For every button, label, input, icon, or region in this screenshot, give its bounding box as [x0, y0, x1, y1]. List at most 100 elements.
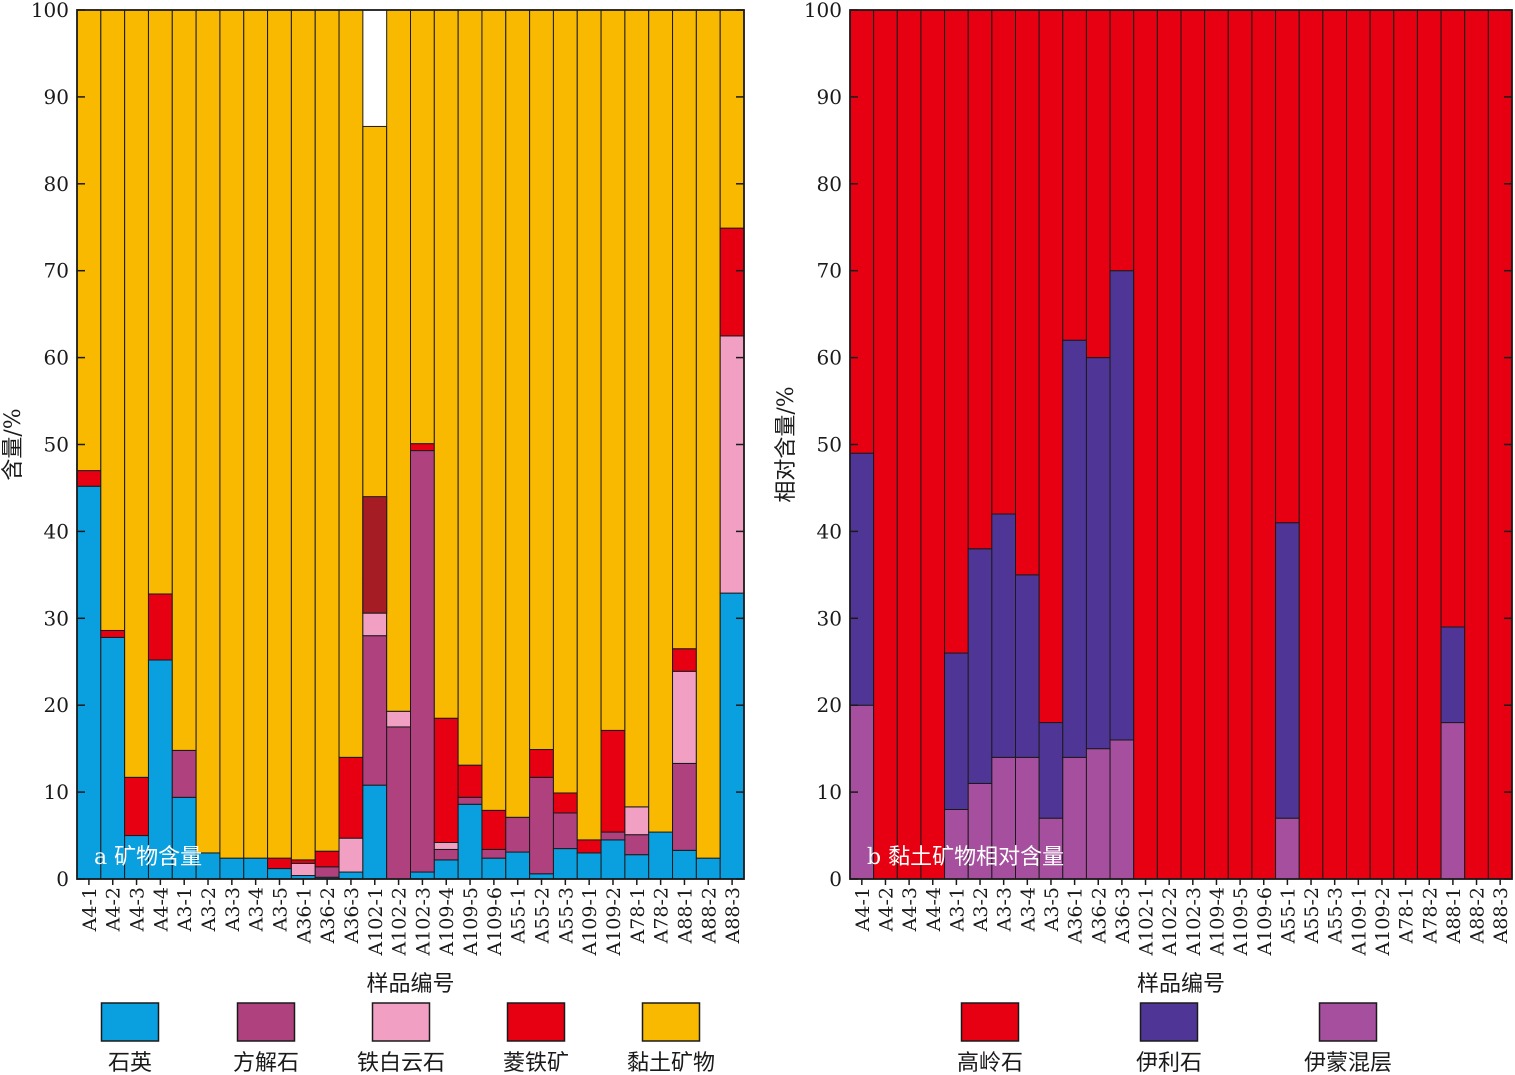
x-axis-ticks: A4-1 A4-2 A4-3 A4-4 A3-1 A3-2 A3-3 A3-4 A3-5 A36-… — [852, 879, 1512, 957]
y-axis-ticks: 0 10 20 30 40 50 60 70 80 90 100 — [31, 0, 744, 891]
x-tick-label: A4-1 — [79, 887, 101, 932]
bar-segment — [849, 452, 875, 706]
bar-segment — [505, 816, 531, 853]
bar-segment — [719, 9, 745, 229]
x-tick-label: A3-3 — [222, 887, 244, 932]
x-axis-ticks: A4-1 A4-2 A4-3 A4-4 A3-1 A3-2 A3-3 A3-4 A3-5 A36-… — [79, 879, 744, 957]
x-tick-label: A3-1 — [174, 887, 196, 932]
y-tick-label: 70 — [817, 259, 842, 283]
bar-segment — [695, 857, 721, 880]
bar-segment — [600, 729, 626, 833]
bar-segment — [648, 9, 674, 833]
y-tick-label: 40 — [817, 519, 842, 543]
legend-label: 高岭石 — [957, 1051, 1023, 1075]
y-tick-label: 90 — [44, 85, 69, 109]
legend-swatch — [960, 1002, 1020, 1042]
y-tick-label: 100 — [804, 0, 842, 22]
x-tick-label: A102-1 — [365, 887, 387, 957]
bar-segment — [529, 776, 554, 875]
x-tick-label: A3-4 — [246, 887, 268, 932]
y-tick-label: 80 — [44, 172, 69, 196]
bar-segment — [1251, 9, 1277, 880]
bar-segment — [600, 839, 626, 880]
bar-segment — [76, 9, 102, 472]
bar-segment — [314, 850, 340, 868]
x-tick-label: A109-2 — [603, 887, 625, 957]
x-tick-label: A55-1 — [508, 887, 530, 944]
bar-segment — [100, 9, 126, 631]
bar-segment — [991, 9, 1016, 515]
bar-segment — [873, 9, 898, 880]
bar-segment — [338, 9, 364, 758]
legend-swatch — [1318, 1002, 1378, 1042]
bar-segment — [1062, 339, 1087, 758]
bar-segment — [896, 9, 922, 880]
legend-label: 伊蒙混层 — [1304, 1051, 1392, 1075]
bar-segment — [481, 857, 507, 880]
bar-segment — [267, 868, 292, 880]
bar-segment — [1085, 9, 1111, 359]
bar-segment — [648, 831, 674, 880]
bar-segment — [1085, 357, 1111, 750]
x-tick-label: A102-2 — [1159, 887, 1181, 957]
bar-segment — [505, 9, 531, 818]
bar-segment — [672, 648, 697, 672]
x-tick-label: A78-1 — [1396, 887, 1418, 944]
bar-segment — [219, 857, 245, 880]
legend-swatch — [506, 1002, 566, 1042]
bar-segment — [672, 849, 697, 880]
x-tick-label: A4-3 — [899, 887, 921, 932]
bar-segment — [290, 862, 316, 877]
legend-label: 石英 — [108, 1051, 152, 1075]
y-tick-label: 60 — [817, 346, 842, 370]
bar-segment — [967, 548, 993, 784]
y-tick-label: 20 — [44, 693, 69, 717]
x-tick-label: A4-2 — [103, 887, 125, 932]
bar-segment — [433, 842, 459, 850]
bar-segment — [76, 485, 102, 880]
bar-segment — [481, 848, 507, 859]
bar-segment — [386, 710, 411, 728]
x-tick-label: A102-3 — [1183, 887, 1205, 957]
y-tick-label: 70 — [44, 259, 69, 283]
bar-segment — [1440, 626, 1466, 724]
bar-segment — [624, 806, 650, 836]
bar-segment — [552, 792, 578, 814]
bar-segment — [1440, 9, 1466, 628]
bar-segment — [481, 809, 507, 850]
x-tick-label: A3-2 — [198, 887, 220, 932]
bar-segment — [171, 749, 197, 798]
bars-group — [76, 9, 745, 880]
bar-segment — [849, 9, 875, 454]
x-tick-label: A109-5 — [460, 887, 482, 957]
x-tick-label: A109-6 — [1254, 887, 1276, 957]
x-tick-label: A78-2 — [1419, 887, 1441, 944]
legend-swatch — [100, 1002, 160, 1042]
bar-segment — [76, 470, 102, 487]
y-tick-label: 0 — [829, 867, 842, 891]
legend-label: 黏土矿物 — [627, 1051, 715, 1075]
y-axis-ticks: 0 10 20 30 40 50 60 70 80 90 100 — [804, 0, 1512, 891]
panel-label: b 黏土矿物相对含量 — [867, 845, 1064, 870]
x-tick-label: A88-2 — [698, 887, 720, 944]
legend-swatch — [641, 1002, 701, 1042]
bar-segment — [1015, 574, 1040, 758]
x-tick-label: A55-2 — [532, 887, 554, 944]
bar-segment — [433, 859, 459, 880]
x-tick-label: A109-2 — [1372, 887, 1394, 957]
bar-segment — [1156, 9, 1182, 880]
bar-segment — [481, 9, 507, 811]
bar-segment — [991, 513, 1016, 758]
legend: 石英 方解石 铁白云石 菱铁矿 黏土矿物 — [100, 1002, 715, 1075]
bar-segment — [147, 9, 173, 595]
bar-segment — [672, 9, 697, 650]
bar-segment — [457, 796, 483, 805]
x-tick-label: A3-5 — [1041, 887, 1063, 932]
bar-segment — [171, 9, 197, 751]
bar-segment — [1227, 9, 1253, 880]
bar-segment — [600, 831, 626, 841]
legend: 高岭石 伊利石 伊蒙混层 — [957, 1002, 1392, 1075]
x-tick-label: A3-1 — [946, 887, 968, 932]
